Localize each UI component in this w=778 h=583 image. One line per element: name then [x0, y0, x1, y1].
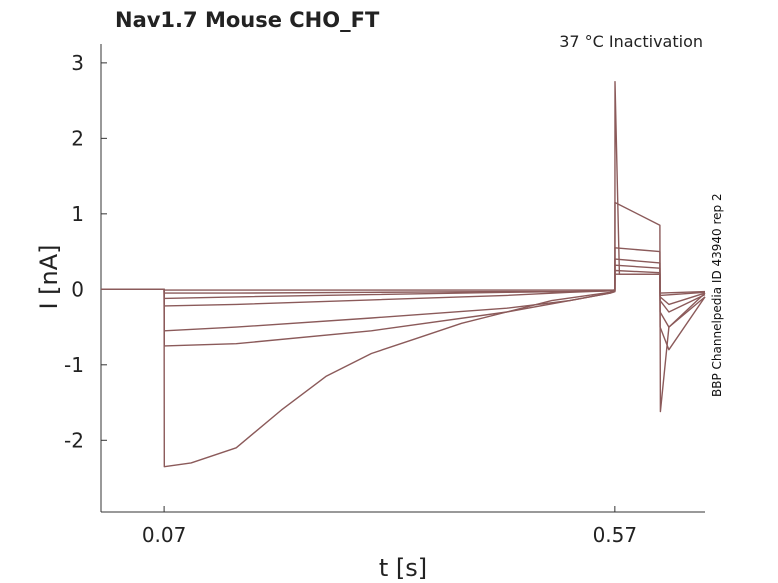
y-ticks: -2 -1 0 1 2 3	[64, 51, 107, 452]
chart-title: Nav1.7 Mouse CHO_FT	[115, 8, 380, 32]
y-tick-label: -1	[64, 353, 84, 377]
x-axis-label: t [s]	[379, 554, 427, 582]
x-tick-label: 0.07	[142, 523, 187, 547]
x-tick-label: 0.57	[593, 523, 638, 547]
y-axis-label: I [nA]	[35, 244, 63, 309]
y-tick-label: 3	[71, 51, 84, 75]
x-ticks: 0.07 0.57	[142, 506, 637, 547]
y-tick-label: 1	[71, 202, 84, 226]
current-trace-7	[101, 81, 706, 468]
chart-annotation: 37 °C Inactivation	[559, 32, 703, 51]
plot-axes	[100, 44, 705, 513]
current-traces	[101, 81, 706, 468]
y-tick-label: -2	[64, 428, 84, 452]
y-tick-label: 0	[71, 277, 84, 301]
y-tick-label: 2	[71, 126, 84, 150]
side-label: BBP Channelpedia ID 43940 rep 2	[710, 193, 724, 397]
